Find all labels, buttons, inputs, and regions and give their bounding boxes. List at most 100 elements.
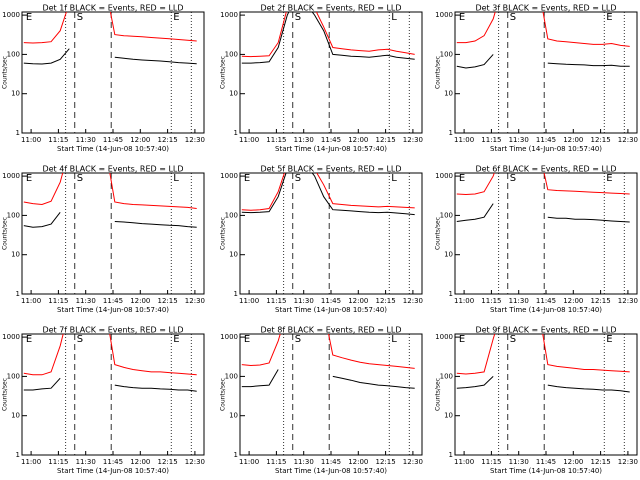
x-axis-label: Start Time (14-Jun-08 10:57:40) [275,467,387,475]
y-tick-label: 10 [229,251,238,259]
x-tick-label: 11:45 [103,297,123,305]
y-tick-label: 10 [229,90,238,98]
series-line [23,211,197,228]
y-tick-label: 1 [16,290,20,298]
panel: 1 10 100 1000 11:00 11:15 11:30 11:45 12:00 12:15… [2,165,205,315]
y-tick-label: 100 [7,211,20,219]
y-tick-label: 10 [11,412,20,420]
y-tick-label: 10 [444,90,453,98]
y-tick-label: 1000 [435,172,453,180]
x-tick-label: 11:00 [239,136,259,144]
x-tick-label: 12:00 [130,136,150,144]
x-tick-label: 11:30 [509,458,529,466]
x-tick-label: 12:15 [376,136,396,144]
annotation: E [459,12,465,23]
y-axis-label: Counts/sec [435,56,442,89]
series-line [241,369,415,389]
series-line [456,173,630,196]
x-tick-label: 11:45 [536,297,556,305]
y-axis-label: Counts/sec [435,378,442,411]
x-tick-label: 12:00 [348,297,368,305]
annotation: E [26,173,32,184]
x-tick-label: 11:15 [266,458,286,466]
x-tick-label: 11:00 [454,136,474,144]
x-tick-label: 11:45 [321,458,341,466]
x-tick-label: 11:00 [21,136,41,144]
x-axis-label: Start Time (14-Jun-08 10:57:40) [275,306,387,314]
y-tick-label: 10 [229,412,238,420]
series-line [23,12,197,44]
series-line [241,12,415,64]
annotation: E [606,173,612,184]
x-axis-label: Start Time (14-Jun-08 10:57:40) [490,306,602,314]
y-tick-label: 100 [7,372,20,380]
y-tick-label: 1 [16,129,20,137]
annotation: L [173,173,179,184]
annotation: L [391,12,397,23]
x-tick-label: 12:15 [376,458,396,466]
panel: 1 10 100 1000 11:00 11:15 11:30 11:45 12:00 12:15… [435,326,638,476]
x-tick-label: 12:15 [158,297,178,305]
x-tick-label: 12:00 [348,458,368,466]
y-tick-label: 1000 [220,333,238,341]
chart-title: Det 5f BLACK = Events, RED = LLD [260,165,401,174]
x-tick-label: 12:00 [563,297,583,305]
y-tick-label: 10 [444,412,453,420]
annotation: S [510,173,516,184]
x-tick-label: 12:00 [130,458,150,466]
x-axis-label: Start Time (14-Jun-08 10:57:40) [490,145,602,153]
chart-title: Det 6f BLACK = Events, RED = LLD [475,165,616,174]
x-tick-label: 11:15 [481,458,501,466]
x-tick-label: 11:15 [266,136,286,144]
annotation: E [173,334,179,345]
y-axis-label: Counts/sec [220,378,227,411]
chart-title: Det 3f BLACK = Events, RED = LLD [475,4,616,13]
y-tick-label: 100 [7,50,20,58]
y-tick-label: 1 [234,451,238,459]
chart-title: Det 2f BLACK = Events, RED = LLD [260,4,401,13]
x-tick-label: 12:30 [618,136,638,144]
annotation: E [244,334,250,345]
series-line [23,173,197,209]
y-tick-label: 1 [234,290,238,298]
x-tick-label: 12:30 [618,458,638,466]
y-tick-label: 1000 [435,11,453,19]
y-tick-label: 100 [440,50,453,58]
y-tick-label: 1000 [2,333,20,341]
chart-title: Det 9f BLACK = Events, RED = LLD [475,326,616,335]
x-tick-label: 12:30 [403,297,423,305]
x-tick-label: 11:15 [48,458,68,466]
chart-title: Det 7f BLACK = Events, RED = LLD [42,326,183,335]
y-tick-label: 1 [234,129,238,137]
y-tick-label: 1000 [2,172,20,180]
y-axis-label: Counts/sec [220,217,227,250]
x-tick-label: 11:15 [266,297,286,305]
y-tick-label: 1 [449,290,453,298]
annotation: E [459,173,465,184]
y-tick-label: 100 [440,211,453,219]
annotation: E [606,12,612,23]
x-tick-label: 12:30 [185,458,205,466]
panel: 1 10 100 1000 11:00 11:15 11:30 11:45 12:00 12:15… [220,4,423,154]
series-line [23,48,197,65]
series-line [456,54,630,69]
annotation: S [295,334,301,345]
annotation: S [77,12,83,23]
y-tick-label: 10 [11,251,20,259]
series-line [23,377,197,392]
x-tick-label: 12:00 [130,297,150,305]
y-axis-label: Counts/sec [2,56,9,89]
panel: 1 10 100 1000 11:00 11:15 11:30 11:45 12:00 12:15… [220,326,423,476]
annotation: E [606,334,612,345]
annotation: S [295,173,301,184]
annotation: S [77,334,83,345]
x-tick-label: 11:00 [239,297,259,305]
x-tick-label: 11:00 [454,297,474,305]
x-tick-label: 11:00 [239,458,259,466]
annotation: L [391,173,397,184]
y-axis-label: Counts/sec [435,217,442,250]
y-tick-label: 1000 [220,172,238,180]
y-axis-label: Counts/sec [2,378,9,411]
x-tick-label: 12:15 [591,297,611,305]
y-tick-label: 100 [225,372,238,380]
